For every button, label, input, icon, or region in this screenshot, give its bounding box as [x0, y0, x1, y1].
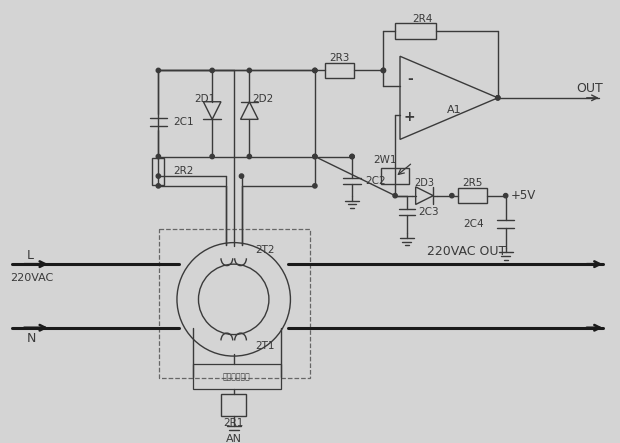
Text: 2R5: 2R5 [462, 178, 482, 188]
Circle shape [312, 68, 317, 73]
Text: 2R2: 2R2 [173, 166, 193, 176]
Circle shape [393, 194, 397, 198]
Circle shape [495, 96, 500, 100]
Text: 2D2: 2D2 [252, 94, 273, 104]
Bar [193, 364, 281, 389]
Text: 试验失据位置: 试验失据位置 [223, 372, 250, 381]
Circle shape [210, 154, 215, 159]
Circle shape [312, 154, 317, 159]
Bar [325, 62, 354, 78]
Bar [221, 394, 246, 416]
Circle shape [156, 68, 161, 73]
Circle shape [450, 194, 454, 198]
Text: 2W1: 2W1 [374, 155, 397, 165]
Circle shape [247, 154, 252, 159]
Text: A1: A1 [446, 105, 461, 115]
Circle shape [381, 68, 386, 73]
Bar [458, 188, 487, 203]
Text: 2D1: 2D1 [195, 94, 216, 104]
Circle shape [381, 68, 386, 73]
Circle shape [239, 174, 244, 178]
Text: 2R1: 2R1 [223, 418, 244, 427]
Bar [381, 168, 409, 184]
Text: L: L [26, 249, 33, 262]
Text: 220VAC: 220VAC [10, 273, 53, 283]
Text: 2C3: 2C3 [418, 207, 439, 217]
Text: 2R4: 2R4 [412, 14, 433, 23]
Bar [153, 158, 164, 185]
Text: -: - [407, 72, 413, 86]
Text: 2D3: 2D3 [414, 178, 435, 188]
Circle shape [350, 154, 354, 159]
Text: 2T2: 2T2 [255, 245, 275, 256]
Text: N: N [26, 332, 36, 345]
Circle shape [350, 154, 354, 159]
Circle shape [156, 154, 161, 159]
Circle shape [312, 184, 317, 188]
Circle shape [247, 68, 252, 73]
Text: 220VAC OUT: 220VAC OUT [427, 245, 507, 258]
Text: 2C2: 2C2 [365, 176, 386, 186]
Circle shape [495, 96, 500, 100]
Circle shape [156, 184, 161, 188]
Text: OUT: OUT [576, 82, 603, 94]
Bar [159, 229, 310, 377]
Text: 2C4: 2C4 [464, 219, 484, 229]
Circle shape [312, 154, 317, 159]
Text: +: + [404, 109, 415, 124]
Text: 2C1: 2C1 [173, 117, 193, 127]
Text: 2R3: 2R3 [329, 53, 350, 63]
Bar [395, 23, 436, 39]
Text: AN: AN [226, 434, 242, 443]
Text: 2T1: 2T1 [255, 341, 275, 351]
Circle shape [156, 174, 161, 178]
Text: +5V: +5V [510, 189, 536, 202]
Circle shape [312, 68, 317, 73]
Circle shape [210, 68, 215, 73]
Circle shape [503, 194, 508, 198]
